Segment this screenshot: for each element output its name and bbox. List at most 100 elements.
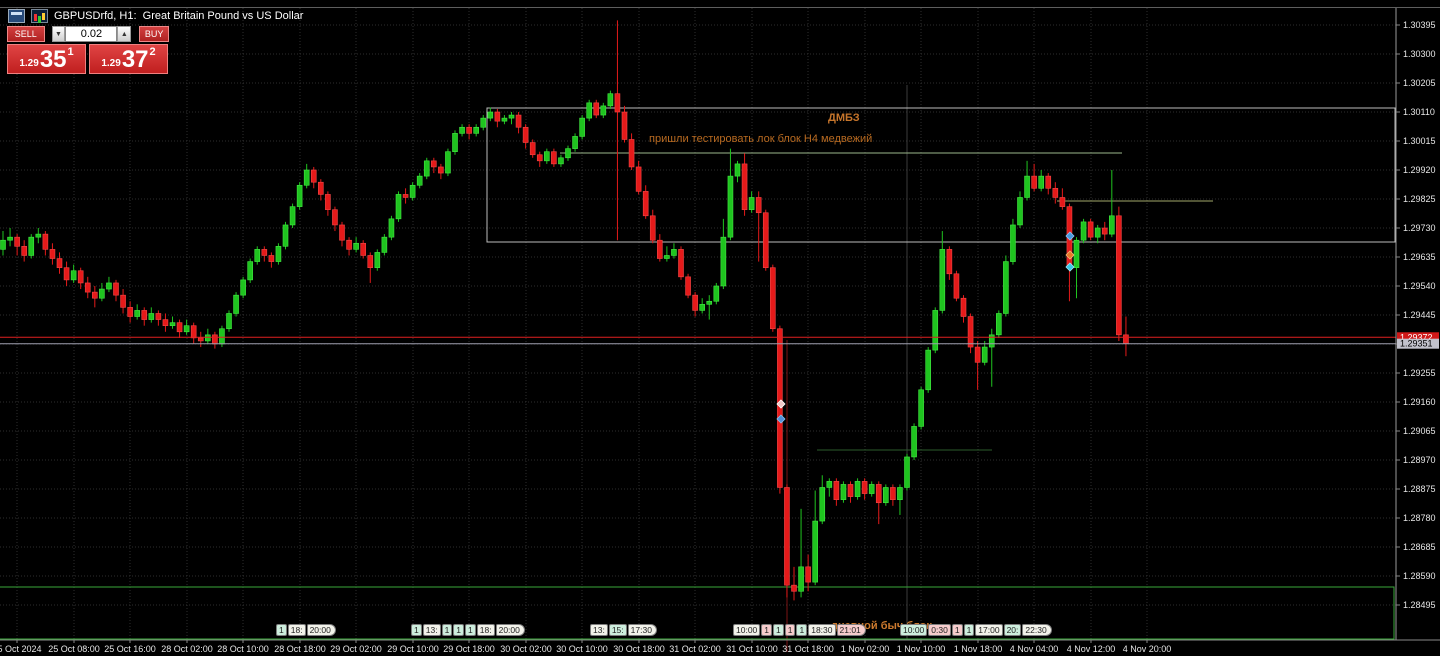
candle-body: [289, 206, 296, 226]
candle-body: [423, 160, 430, 177]
candle-body: [0, 239, 6, 250]
sell-price-button[interactable]: 1.29 35 1: [7, 44, 86, 74]
candle-body: [1045, 175, 1052, 189]
candle-body: [784, 487, 790, 586]
volume-increase-button[interactable]: ▲: [117, 26, 132, 42]
trade-time-bubble: 0:30: [928, 624, 951, 636]
candle-body: [932, 310, 939, 351]
time-axis-label: 1 Nov 02:00: [841, 644, 890, 654]
support-zone-rectangle: [0, 586, 1395, 640]
candle-body: [310, 169, 317, 183]
candle-body: [176, 322, 183, 333]
candle-body: [388, 218, 395, 238]
candle-body: [63, 267, 70, 281]
trade-time-bubble: 1: [796, 624, 808, 636]
candle-body: [586, 102, 592, 119]
candle-body: [939, 249, 946, 311]
candle-body: [755, 197, 762, 214]
candle-body: [134, 310, 140, 317]
candle-body: [960, 297, 967, 317]
candle-body: [402, 194, 409, 198]
window-top-border: [0, 7, 1440, 8]
candle-body: [275, 246, 282, 262]
time-axis-label: 31 Oct 18:00: [782, 644, 834, 654]
candle-body: [296, 184, 303, 207]
candle-body: [777, 328, 783, 488]
candle-body: [374, 252, 381, 268]
price-axis-label: 1.28970: [1403, 455, 1436, 465]
sell-price-prefix: 1.29: [19, 58, 39, 69]
candle-body: [7, 236, 13, 241]
candle-body: [1059, 197, 1066, 207]
volume-decrease-button[interactable]: ▼: [51, 26, 66, 42]
candle-body: [607, 93, 614, 107]
candle-body: [431, 160, 437, 168]
trade-time-bubble: 1: [784, 624, 796, 636]
time-axis-label: 1 Nov 18:00: [954, 644, 1003, 654]
candle-body: [162, 319, 169, 326]
chart-title: GBPUSDrfd, H1: Great Britain Pound vs US…: [54, 10, 304, 22]
candle-body: [600, 105, 607, 116]
candle-body: [918, 389, 924, 427]
price-axis-label: 1.29540: [1403, 281, 1436, 291]
price-axis-label: 1.30110: [1403, 107, 1435, 117]
time-axis-label: 30 Oct 02:00: [500, 644, 552, 654]
candle-body: [466, 126, 472, 134]
trade-time-bubble: 20:: [1003, 624, 1022, 636]
candle-body: [558, 157, 564, 165]
candle-body: [706, 300, 713, 305]
candle-body: [459, 126, 465, 134]
candle-body: [84, 282, 91, 293]
candle-body: [1052, 188, 1059, 198]
price-axis-label: 1.29920: [1403, 165, 1436, 175]
candle-body: [494, 111, 501, 122]
sell-button[interactable]: SELL: [7, 26, 45, 42]
trade-time-bubble: 13:: [590, 624, 608, 636]
trade-panel-price-row: 1.29 35 1 1.29 37 2: [7, 44, 169, 74]
candle-body: [861, 481, 868, 494]
trade-bubble-group: 1 18: 20:00: [276, 624, 336, 636]
candle-body: [247, 261, 253, 281]
ask-price-badge: [1397, 332, 1439, 343]
trade-time-bubble: 13:: [422, 624, 441, 636]
candle-body: [445, 151, 451, 174]
candle-body: [685, 276, 691, 296]
volume-input[interactable]: [65, 26, 118, 42]
price-axis-label: 1.28780: [1403, 513, 1436, 523]
candle-body: [487, 111, 494, 119]
candle-body: [261, 249, 268, 256]
candle-body: [240, 279, 246, 296]
candle-body: [536, 154, 543, 162]
candle-body: [967, 316, 974, 348]
candle-body: [508, 114, 515, 119]
trade-time-bubble: 18:30: [808, 624, 836, 636]
candle-body: [1017, 197, 1023, 226]
time-axis-label: 31 Oct 02:00: [669, 644, 721, 654]
price-axis-label: 1.29445: [1403, 310, 1436, 320]
quotes-grid-icon: [8, 9, 25, 23]
candle-body: [205, 334, 211, 342]
price-axis-label: 1.28685: [1403, 542, 1436, 552]
candle-body: [395, 194, 402, 220]
buy-price-button[interactable]: 1.29 37 2: [89, 44, 168, 74]
trade-marker-close: [776, 399, 786, 409]
candle-body: [212, 334, 218, 345]
candle-body: [692, 294, 698, 311]
one-click-trading-panel: SELL ▼ ▲ BUY 1.29 35 1 1.29 37 2: [7, 26, 169, 74]
candle-body: [148, 313, 155, 320]
candle-body: [49, 249, 56, 259]
buy-button[interactable]: BUY: [139, 26, 169, 42]
candle-body: [699, 304, 705, 311]
candle-body: [1101, 227, 1108, 235]
candle-body: [473, 126, 479, 134]
candle-body: [155, 313, 162, 320]
candle-body: [190, 325, 197, 339]
candle-body: [318, 181, 324, 195]
candle-body: [409, 184, 416, 198]
candle-body: [649, 215, 656, 241]
candle-body: [791, 584, 797, 592]
sell-price-big: 35: [39, 46, 67, 73]
time-axis-label: 30 Oct 10:00: [556, 644, 608, 654]
candle-body: [946, 249, 953, 275]
